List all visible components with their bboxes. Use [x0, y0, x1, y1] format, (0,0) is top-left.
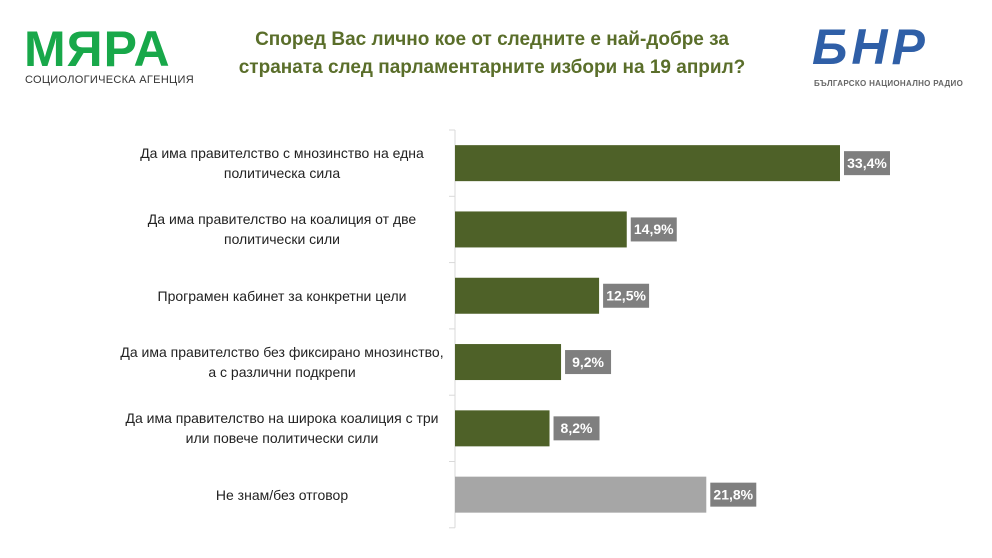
- value-label: 8,2%: [561, 420, 593, 436]
- logo-left: МЯРА: [24, 21, 171, 77]
- chart-title: Според Вас лично кое от следните е най-д…: [238, 29, 746, 78]
- value-label: 14,9%: [634, 221, 674, 237]
- bar: [455, 211, 627, 248]
- logo-right: БНР: [812, 19, 929, 75]
- category-label: Да има правителство на широка коалиция с…: [125, 410, 439, 447]
- value-label: 9,2%: [572, 354, 604, 370]
- logo-left-subtitle: СОЦИОЛОГИЧЕСКА АГЕНЦИЯ: [25, 74, 194, 86]
- value-label-box: [603, 283, 650, 308]
- value-label-box: [630, 217, 677, 242]
- value-label: 33,4%: [847, 155, 887, 171]
- value-label-box: [844, 151, 890, 176]
- value-label-box: [553, 416, 600, 441]
- value-label-box: [710, 482, 757, 507]
- value-label: 21,8%: [713, 486, 753, 502]
- category-label: Да има правителство без фиксирано мнозин…: [120, 344, 444, 381]
- bar: [455, 344, 562, 381]
- category-label: Програмен кабинет за конкретни цели: [157, 287, 407, 304]
- category-label: Не знам/без отговор: [215, 486, 349, 503]
- logo-right-subtitle: БЪЛГАРСКО НАЦИОНАЛНО РАДИО: [814, 79, 964, 88]
- bar: [455, 410, 550, 447]
- value-label-box: [565, 350, 612, 375]
- bar: [455, 145, 840, 182]
- value-label: 12,5%: [606, 287, 646, 303]
- category-label: Да има правителство с мнозинство на една…: [140, 145, 424, 182]
- category-label: Да има правителство на коалиция от две п…: [147, 211, 417, 248]
- bar: [455, 277, 600, 314]
- bar: [455, 476, 707, 513]
